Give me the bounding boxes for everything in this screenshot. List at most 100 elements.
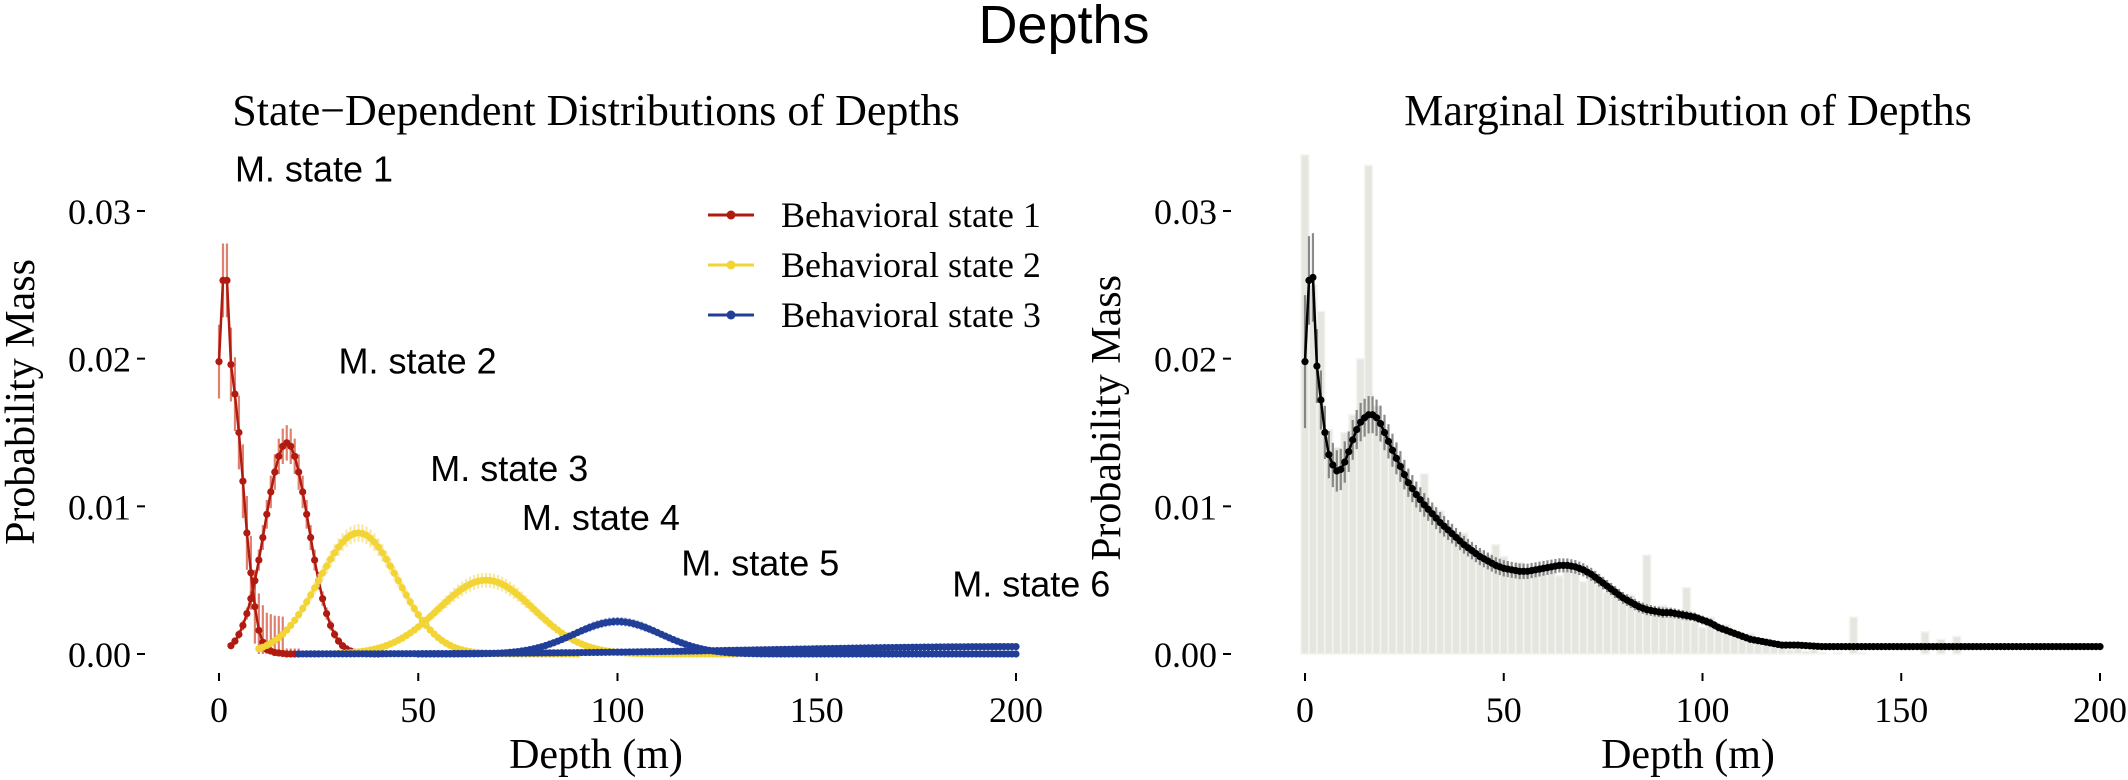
left-x-axis: 0 50 100 150 200 (210, 673, 1043, 730)
histogram-bar (1832, 651, 1843, 655)
data-point (303, 510, 311, 518)
histogram-bar (1522, 573, 1533, 655)
data-point (1337, 465, 1345, 474)
data-point (247, 595, 255, 603)
histogram-bar (1713, 629, 1724, 655)
data-point (291, 616, 299, 624)
right-panel-title: Marginal Distribution of Depths (1404, 86, 1971, 135)
data-point (267, 488, 275, 496)
data-point (1372, 414, 1381, 422)
data-point (386, 562, 394, 570)
histogram-bar (1451, 535, 1461, 655)
right-y-axis-label: Probability Mass (1084, 275, 1130, 561)
legend-label: Behavioral state 1 (781, 195, 1041, 235)
data-point (227, 360, 235, 369)
data-point (322, 609, 331, 618)
data-point (1404, 479, 1412, 487)
histogram-bar (1920, 631, 1930, 655)
data-point (251, 603, 259, 611)
data-point (287, 442, 295, 450)
histogram-bar (1562, 563, 1573, 655)
right-x-tick-label: 0 (1296, 690, 1314, 730)
state-annotation: M. state 6 (952, 563, 1110, 604)
data-point (215, 358, 223, 366)
histogram-bar (1578, 580, 1588, 655)
data-point (239, 621, 247, 630)
histogram-bar (1554, 574, 1565, 655)
data-point (1376, 420, 1385, 428)
left-x-tick-label: 200 (989, 690, 1043, 730)
data-point (334, 543, 343, 551)
state-annotation: M. state 3 (430, 448, 588, 489)
histogram-bar (1395, 461, 1406, 655)
left-annotations: M. state 1 M. state 2 M. state 3 M. state 4… (235, 148, 1110, 604)
data-point (1341, 458, 1349, 466)
data-point (239, 477, 247, 485)
data-point (247, 569, 255, 577)
data-point (291, 452, 299, 460)
data-point (1380, 428, 1389, 437)
data-point (319, 569, 327, 577)
left-y-axis: 0.00 0.01 0.02 0.03 (68, 192, 145, 675)
data-point (1416, 496, 1424, 504)
left-x-tick-label: 0 (210, 690, 228, 730)
histogram-bar (1586, 576, 1596, 655)
right-histogram-layer (1300, 154, 1962, 655)
histogram-bar (1689, 620, 1700, 655)
left-x-tick-label: 150 (790, 690, 844, 730)
data-point (231, 390, 239, 398)
histogram-bar (1856, 651, 1867, 655)
right-x-axis-label: Depth (m) (1601, 732, 1775, 778)
data-point (1388, 446, 1397, 454)
right-y-axis: 0.00 0.01 0.02 0.03 (1154, 192, 1231, 675)
state-annotation: M. state 4 (522, 497, 680, 538)
data-point (1313, 362, 1321, 370)
left-x-tick-label: 50 (400, 690, 436, 730)
right-x-tick-label: 150 (1874, 690, 1928, 730)
state1-component-1 (215, 243, 303, 658)
legend-marker (726, 260, 736, 270)
series-line (258, 531, 578, 656)
histogram-bar (1785, 648, 1795, 655)
histogram-bar (1650, 611, 1660, 655)
histogram-bar (1387, 449, 1398, 655)
data-point (382, 555, 390, 563)
data-point (1301, 358, 1309, 366)
histogram-bar (1443, 523, 1453, 655)
histogram-bar (1801, 650, 1811, 655)
data-point (1408, 485, 1416, 493)
data-point (275, 452, 283, 460)
data-point (390, 569, 398, 577)
data-point (2096, 643, 2104, 651)
right-x-axis: 0 50 100 150 200 (1296, 673, 2127, 730)
data-point (374, 543, 382, 551)
data-point (311, 556, 319, 564)
histogram-bar (1475, 549, 1485, 655)
data-point (307, 533, 315, 542)
left-panel: State−Dependent Distributions of Depths … (0, 86, 1110, 778)
data-point (271, 468, 279, 476)
data-point (255, 556, 263, 564)
data-point (378, 549, 386, 557)
data-point (307, 591, 315, 599)
data-point (1353, 425, 1361, 434)
data-point (287, 621, 295, 630)
data-point (394, 576, 402, 585)
right-y-tick-label: 0.02 (1154, 340, 1217, 380)
state-annotation: M. state 2 (339, 340, 497, 381)
histogram-bar (1681, 586, 1692, 655)
right-x-tick-label: 50 (1486, 690, 1522, 730)
histogram-bar (1530, 572, 1541, 655)
data-point (1012, 643, 1020, 651)
histogram-bar (1618, 600, 1628, 655)
data-point (326, 555, 335, 563)
data-point (223, 276, 231, 285)
data-point (311, 584, 319, 592)
data-point (1317, 396, 1325, 404)
data-point (398, 584, 406, 592)
data-point (299, 488, 307, 496)
legend-marker (726, 310, 736, 320)
left-y-tick-label: 0.02 (68, 340, 131, 380)
data-point (1400, 470, 1408, 479)
